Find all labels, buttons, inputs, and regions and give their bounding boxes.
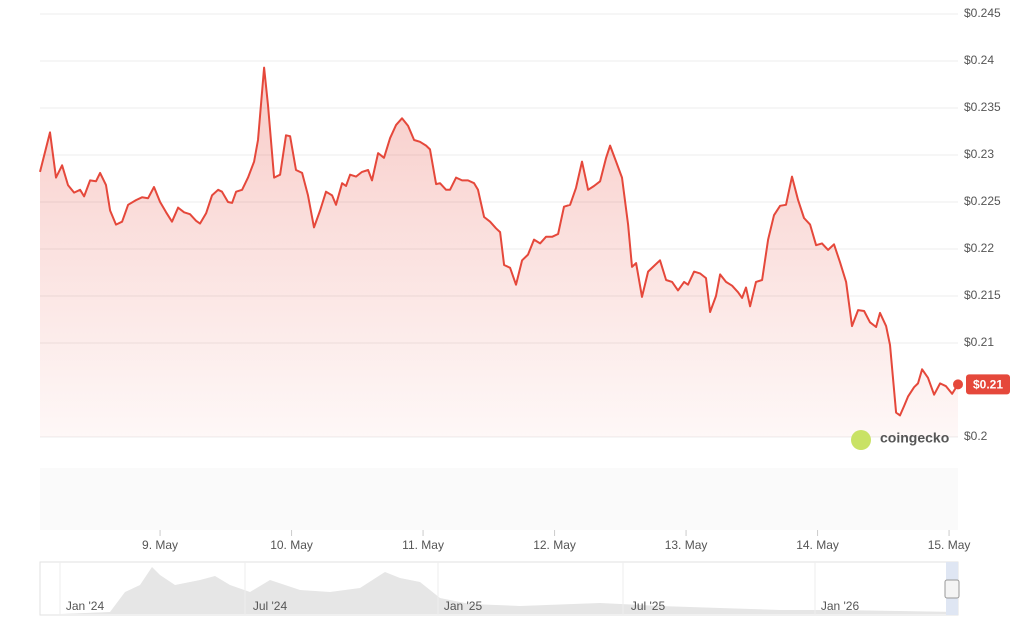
navigator-labels: Jan '24 Jul '24 Jan '25 Jul '25 Jan '26 xyxy=(59,562,860,615)
navigator-area xyxy=(60,567,958,614)
current-label: $0.21 xyxy=(973,378,1003,392)
x-tick-label: 13. May xyxy=(665,538,708,552)
price-line xyxy=(39,66,959,417)
price-area xyxy=(40,67,958,437)
y-tick-label: $0.21 xyxy=(964,335,994,349)
y-tick-label: $0.23 xyxy=(964,147,994,161)
x-tick-label: 12. May xyxy=(533,538,576,552)
navigator-label: Jan '25 xyxy=(444,599,483,613)
watermark-logo xyxy=(851,430,871,450)
x-tick-label: 15. May xyxy=(928,538,971,552)
navigator-label: Jul '24 xyxy=(253,599,288,613)
x-tick-label: 9. May xyxy=(142,538,178,552)
y-tick-label: $0.22 xyxy=(964,241,994,255)
x-tick-label: 10. May xyxy=(270,538,313,552)
y-tick-label: $0.235 xyxy=(964,100,1001,114)
x-tick-label: 11. May xyxy=(402,538,444,552)
y-tick-label: $0.225 xyxy=(964,194,1001,208)
current-badge xyxy=(966,374,1010,395)
watermark-text: coingecko xyxy=(880,430,949,446)
plot xyxy=(39,66,963,437)
current-dot xyxy=(953,379,963,390)
y-tick-label: $0.245 xyxy=(964,6,1001,20)
volume-strip xyxy=(40,468,958,530)
y-tick-label: $0.215 xyxy=(964,288,1001,302)
navigator-label: Jul '25 xyxy=(631,599,666,613)
watermark: coingecko xyxy=(851,430,949,450)
navigator-handle[interactable] xyxy=(944,579,960,599)
x-tick-label: 14. May xyxy=(796,538,839,552)
navigator xyxy=(39,561,960,616)
navigator-label: Jan '26 xyxy=(821,599,860,613)
y-tick-label: $0.24 xyxy=(964,53,994,67)
y-tick-label: $0.2 xyxy=(964,429,988,443)
navigator-label: Jan '24 xyxy=(66,599,105,613)
